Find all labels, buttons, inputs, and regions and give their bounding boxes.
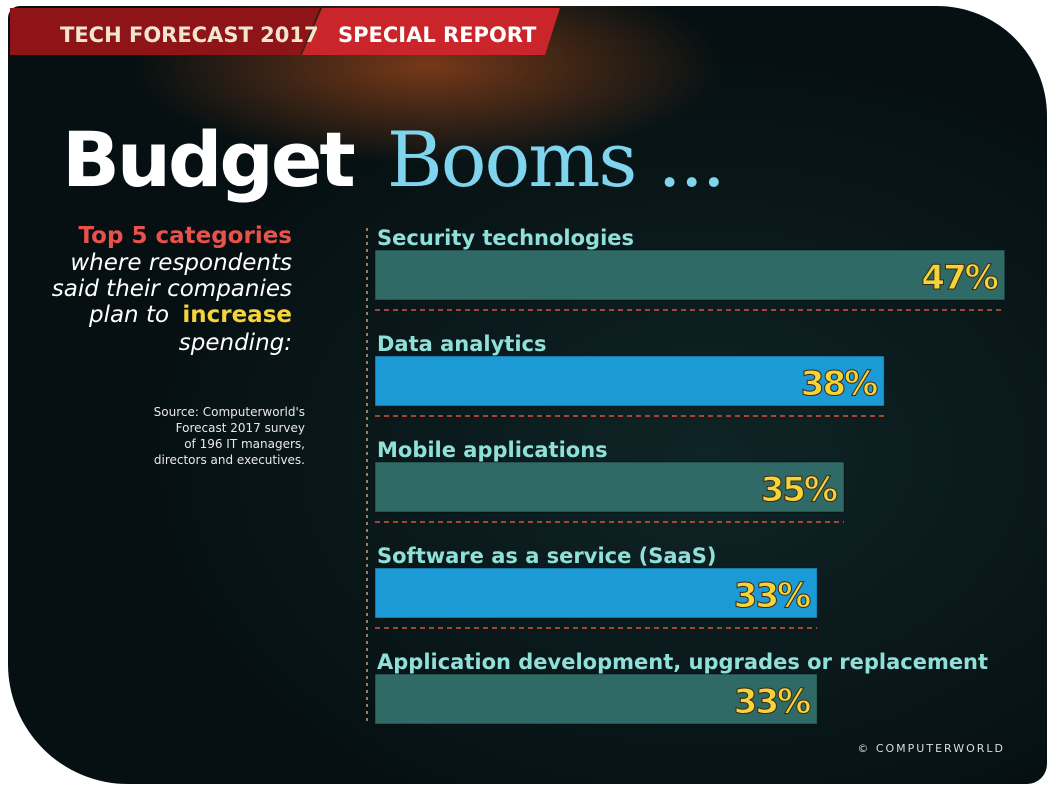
bar bbox=[374, 249, 1006, 301]
subtitle-end: spending: bbox=[179, 330, 292, 356]
bar bbox=[374, 355, 885, 407]
header-section: SPECIAL REPORT bbox=[338, 23, 537, 47]
subtitle: Top 5 categories where respondents said … bbox=[52, 223, 292, 356]
bar bbox=[374, 673, 818, 725]
source-line: of 196 IT managers, bbox=[184, 437, 305, 451]
chart-title: Budget Booms ... bbox=[62, 115, 724, 204]
bar bbox=[374, 567, 818, 619]
credit: © COMPUTERWORLD bbox=[857, 742, 1005, 755]
header-tag-band bbox=[10, 8, 320, 55]
category-label: Application development, upgrades or rep… bbox=[377, 650, 988, 674]
value-label: 33% bbox=[734, 682, 810, 722]
category-label: Software as a service (SaaS) bbox=[377, 544, 716, 568]
value-label: 35% bbox=[761, 470, 837, 510]
value-label: 38% bbox=[801, 364, 877, 404]
subtitle-highlight: Top 5 categories bbox=[79, 223, 292, 249]
bar bbox=[374, 461, 845, 513]
category-label: Security technologies bbox=[377, 226, 634, 250]
title-light: Booms ... bbox=[387, 115, 724, 204]
category-label: Data analytics bbox=[377, 332, 547, 356]
subtitle-line: plan to bbox=[88, 302, 169, 328]
title-strong: Budget bbox=[62, 115, 354, 204]
value-label: 47% bbox=[921, 258, 997, 298]
source-line: Source: Computerworld's bbox=[154, 405, 305, 419]
subtitle-emphasis: increase bbox=[182, 302, 292, 328]
category-label: Mobile applications bbox=[377, 438, 608, 462]
source-line: Forecast 2017 survey bbox=[176, 421, 305, 435]
subtitle-line: said their companies bbox=[52, 276, 292, 302]
value-label: 33% bbox=[734, 576, 810, 616]
subtitle-line: plan to increase bbox=[88, 302, 292, 328]
subtitle-line: where respondents bbox=[70, 250, 292, 276]
source-line: directors and executives. bbox=[154, 453, 305, 467]
header-section-band bbox=[302, 8, 560, 55]
source: Source: Computerworld's Forecast 2017 sur… bbox=[154, 405, 305, 467]
header-tag: TECH FORECAST 2017 bbox=[60, 23, 319, 47]
